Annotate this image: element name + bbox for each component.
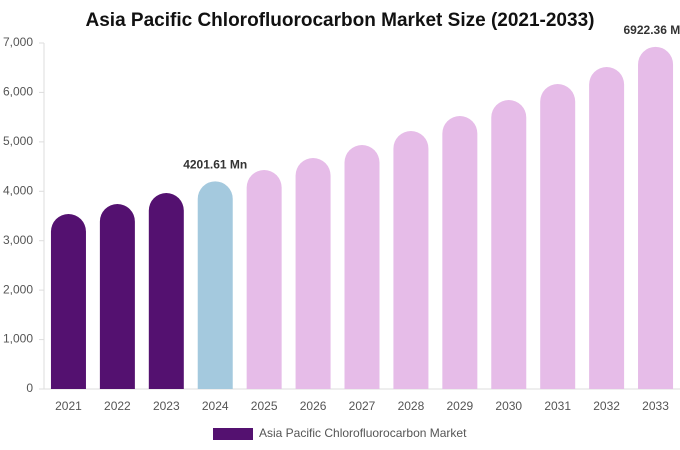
y-tick-label: 0 <box>26 381 33 395</box>
bar <box>295 158 331 389</box>
x-tick-label: 2028 <box>398 399 425 413</box>
x-tick-label: 2024 <box>202 399 229 413</box>
x-tick-label: 2027 <box>349 399 376 413</box>
bar <box>197 181 233 389</box>
bar <box>442 116 478 389</box>
value-label: 6922.36 Mn <box>624 23 680 37</box>
y-tick-label: 7,000 <box>3 35 33 49</box>
bar <box>393 130 429 390</box>
x-tick-label: 2031 <box>544 399 571 413</box>
bar <box>99 203 135 389</box>
x-tick-label: 2029 <box>446 399 473 413</box>
y-tick-label: 4,000 <box>3 183 33 197</box>
x-tick-label: 2033 <box>642 399 669 413</box>
legend-swatch <box>213 428 253 440</box>
x-tick-label: 2030 <box>495 399 522 413</box>
value-label: 4201.61 Mn <box>183 157 247 171</box>
y-tick-label: 5,000 <box>3 134 33 148</box>
x-tick-label: 2025 <box>251 399 278 413</box>
y-tick-label: 2,000 <box>3 282 33 296</box>
y-tick-label: 6,000 <box>3 85 33 99</box>
bar <box>344 145 380 389</box>
y-tick-label: 3,000 <box>3 233 33 247</box>
bar <box>148 193 184 389</box>
bar <box>491 99 527 389</box>
legend-label: Asia Pacific Chlorofluorocarbon Market <box>259 426 467 440</box>
bar <box>638 46 674 389</box>
bar <box>246 170 282 389</box>
x-tick-label: 2023 <box>153 399 180 413</box>
x-tick-label: 2026 <box>300 399 327 413</box>
bar <box>589 67 625 390</box>
x-tick-label: 2021 <box>55 399 82 413</box>
x-tick-label: 2032 <box>593 399 620 413</box>
bar <box>540 84 576 390</box>
bar <box>50 214 86 389</box>
y-tick-label: 1,000 <box>3 332 33 346</box>
x-tick-label: 2022 <box>104 399 131 413</box>
chart-title: Asia Pacific Chlorofluorocarbon Market S… <box>86 10 595 31</box>
